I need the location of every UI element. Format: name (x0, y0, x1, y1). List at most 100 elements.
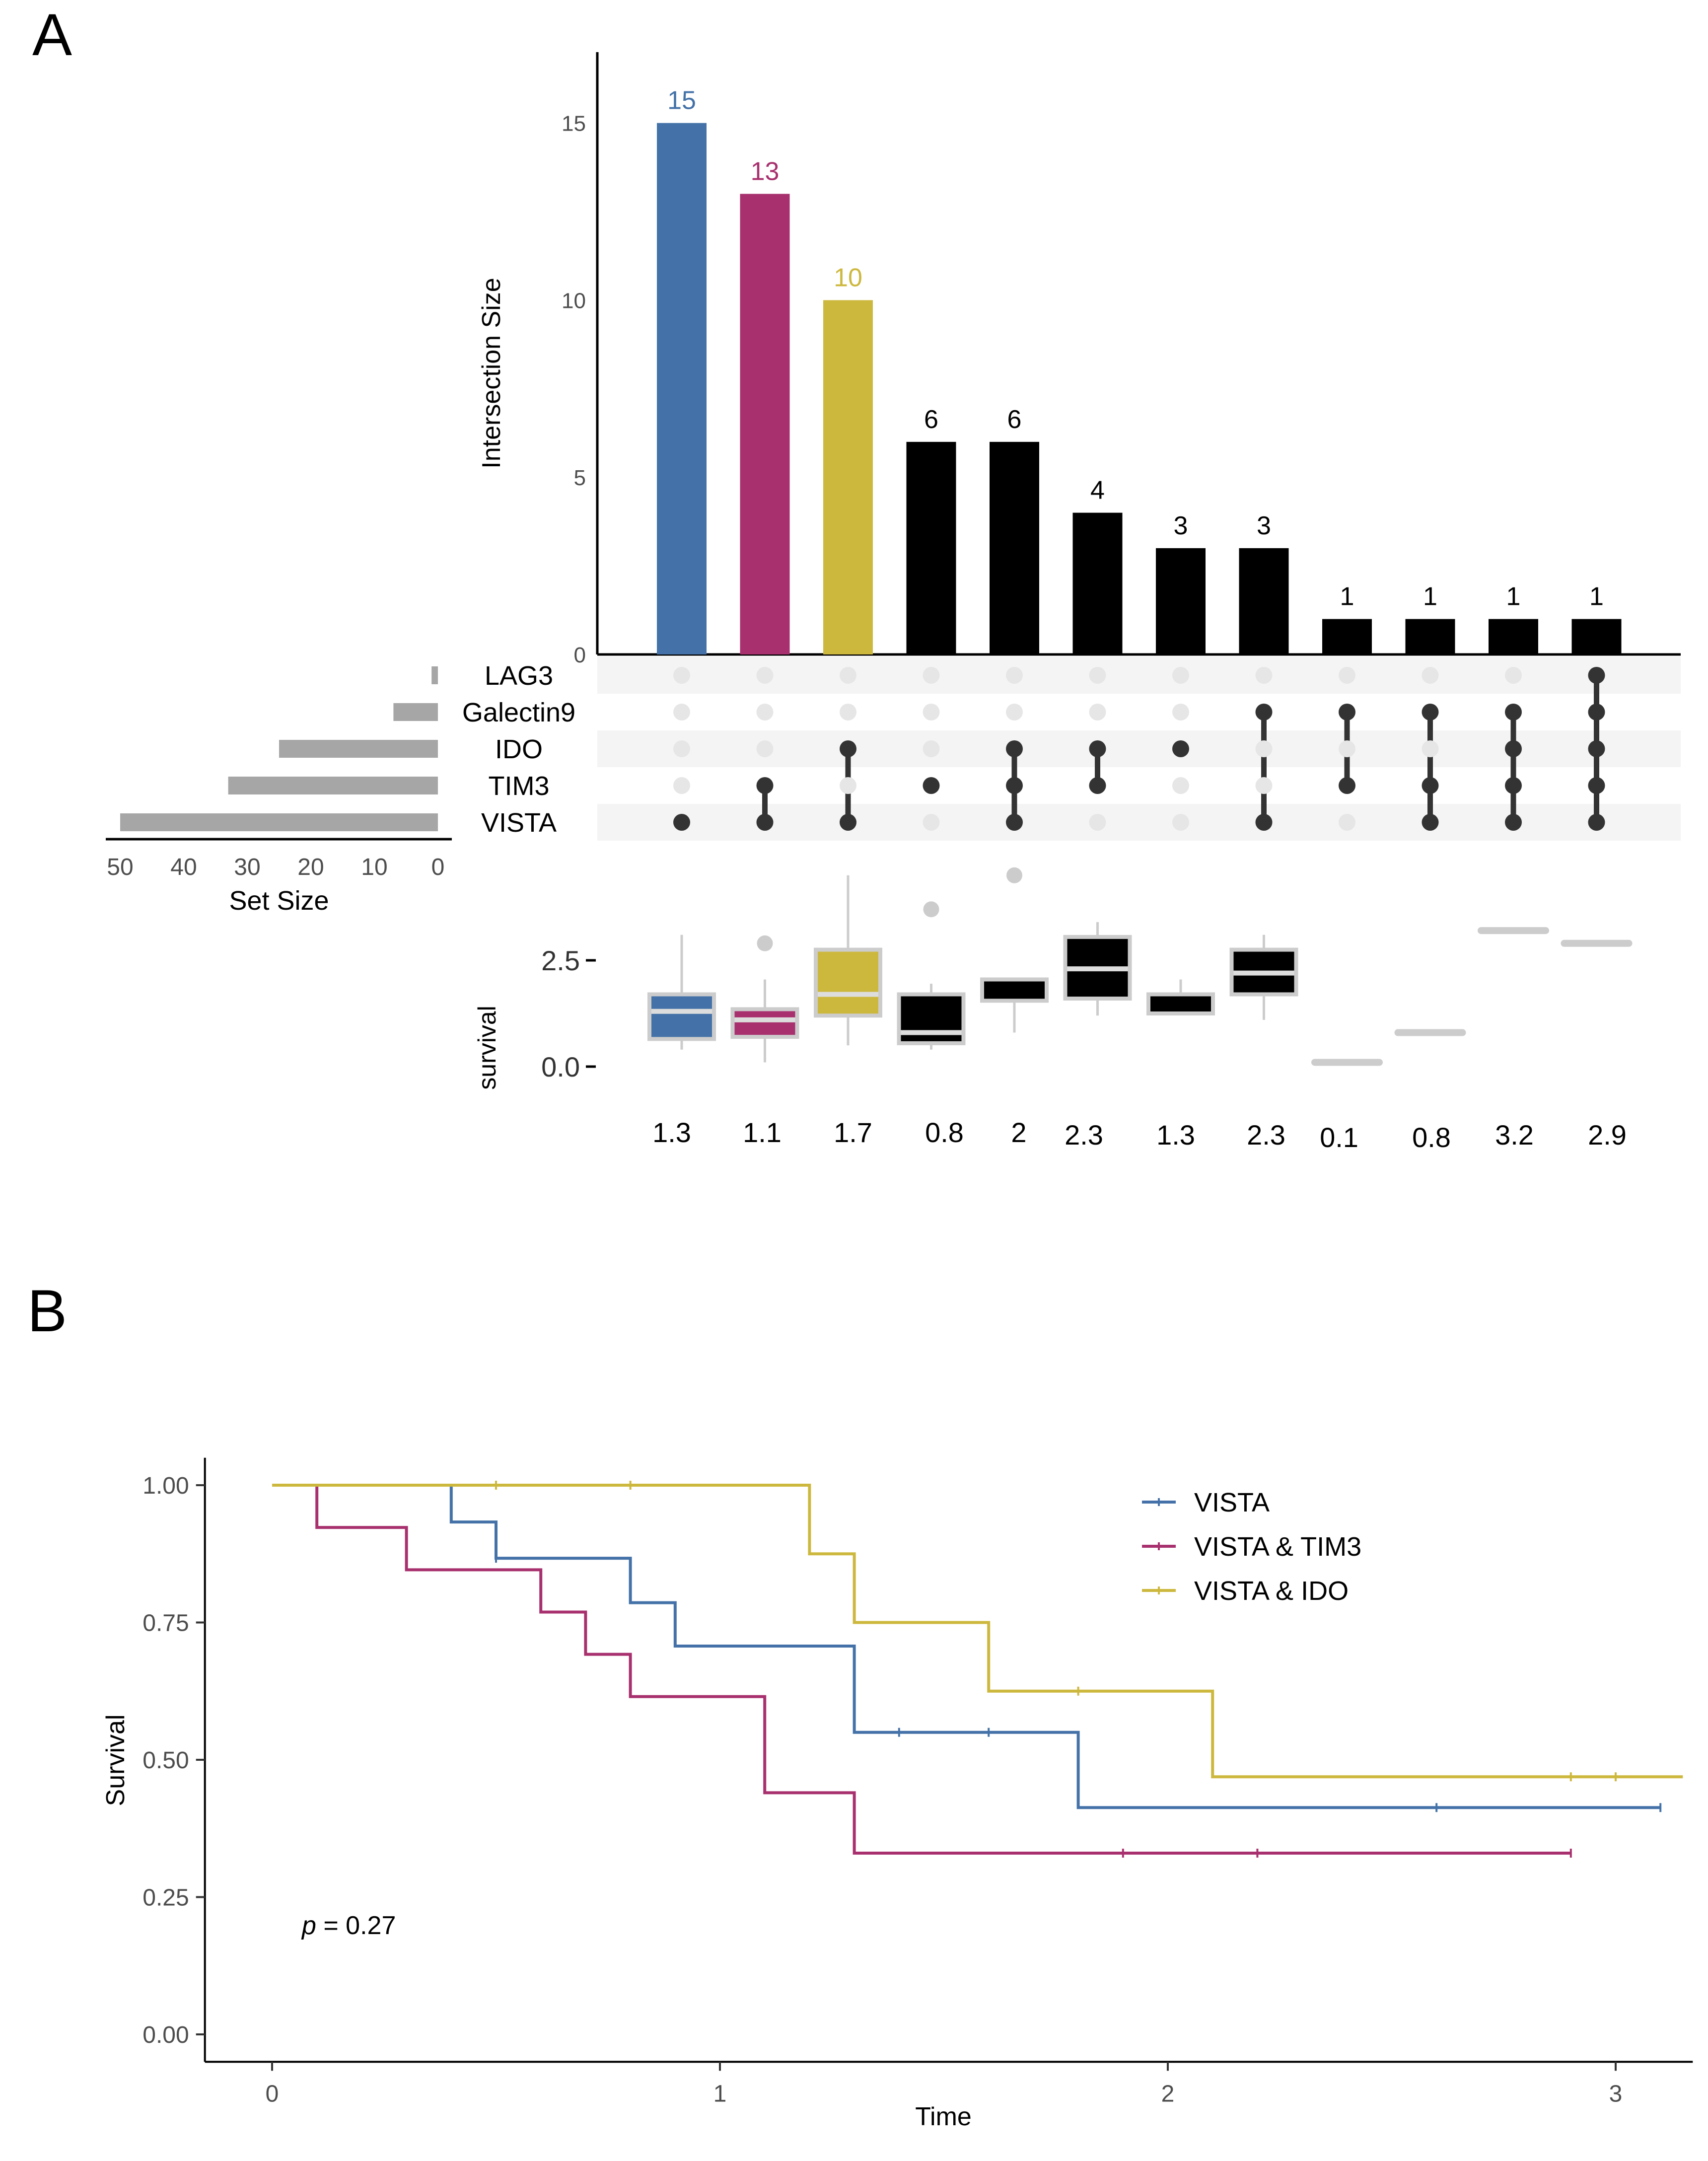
matrix-dot-active (1422, 704, 1439, 720)
survival-boxplot: 0.0 2.5 survival 1.3 1.1 1.7 0.8 2 2.3 1.3 2.3 0.1 0… (473, 867, 1633, 1153)
km-y-tick-label: 0.00 (142, 2022, 189, 2048)
km-x-axis-title: Time (915, 2102, 972, 2131)
boxplot-box (647, 992, 716, 1041)
matrix-dot-active (1255, 814, 1273, 831)
matrix-dot-inactive (1255, 740, 1273, 757)
matrix-dot-active (1505, 704, 1522, 720)
intersection-bar (740, 194, 790, 655)
km-survival-curve (272, 1484, 1571, 1855)
matrix-dot-active (1255, 704, 1273, 720)
intersection-bar-value-label: 1 (1506, 582, 1521, 611)
boxplot-box-label: 0.8 (925, 1117, 964, 1148)
intersection-y-tick-label: 5 (574, 466, 586, 490)
matrix-dot-inactive (840, 704, 856, 720)
matrix-dot-active (1339, 777, 1355, 794)
matrix-dot-inactive (923, 740, 940, 757)
intersection-y-tick-label: 10 (562, 288, 586, 313)
intersection-bar-value-label: 15 (667, 86, 696, 115)
boxplot-y-tick-label: 0.0 (541, 1051, 580, 1082)
matrix-dot-inactive (756, 704, 774, 720)
panel-label-b: B (27, 1278, 68, 1344)
km-survival-curve (272, 1484, 1661, 1809)
matrix-dot-active (1006, 777, 1023, 794)
matrix-dot-inactive (923, 814, 940, 831)
boxplot-y-axis-title: survival (473, 1006, 501, 1089)
matrix-dot-inactive (673, 740, 690, 757)
matrix-dot-inactive (1089, 667, 1106, 684)
matrix-dot-inactive (1422, 740, 1439, 757)
set-size-chart: 50 40 30 20 10 0 Set Size (106, 666, 452, 916)
set-row-label: TIM3 (488, 771, 549, 801)
km-x-tick-label: 2 (1161, 2081, 1175, 2107)
set-size-tick-label: 0 (431, 854, 445, 880)
matrix-dot-inactive (1255, 667, 1273, 684)
intersection-bar (1156, 548, 1206, 654)
matrix-dot-inactive (923, 667, 940, 684)
matrix-dot-active (1006, 740, 1023, 757)
km-survival-curve (272, 1484, 1683, 1779)
intersection-y-axis-title: Intersection Size (477, 278, 506, 468)
km-y-tick-label: 0.75 (142, 1610, 189, 1637)
boxplot-box-label: 2.3 (1065, 1119, 1103, 1151)
km-y-tick-label: 0.25 (142, 1885, 189, 1911)
km-legend-label: VISTA & IDO (1194, 1576, 1349, 1606)
panel-label-a: A (32, 1, 72, 68)
matrix-dot-inactive (1089, 704, 1106, 720)
matrix-dot-active (840, 740, 856, 757)
intersection-bar-value-label: 10 (834, 263, 862, 292)
set-row-label: Galectin9 (462, 698, 575, 727)
intersection-y-tick-label: 0 (574, 643, 586, 667)
matrix-dot-inactive (923, 704, 940, 720)
intersection-bar (906, 441, 956, 654)
matrix-dot-inactive (1006, 704, 1023, 720)
intersection-bar (823, 300, 873, 654)
intersection-bar-value-label: 13 (751, 157, 780, 186)
matrix-dot-active (1588, 667, 1605, 684)
boxplot-box-label: 1.1 (743, 1117, 782, 1148)
boxplot-box-label: 2.3 (1247, 1119, 1285, 1151)
matrix-dot-inactive (1339, 740, 1355, 757)
km-y-tick-label: 0.50 (142, 1747, 189, 1774)
matrix-dot-inactive (756, 740, 774, 757)
boxplot-y-tick-label: 2.5 (541, 945, 580, 976)
boxplot-outlier-point (757, 935, 773, 951)
boxplot-box-label: 1.7 (834, 1117, 872, 1148)
matrix-dot-active (673, 814, 690, 831)
matrix-dot-inactive (673, 777, 690, 794)
matrix-dot-active (1172, 740, 1189, 757)
boxplot-box-label: 0.1 (1320, 1122, 1358, 1153)
intersection-y-tick-label: 15 (562, 112, 586, 136)
matrix-dot-active (756, 777, 774, 794)
boxplot-box-label: 0.8 (1412, 1122, 1451, 1153)
intersection-bar-value-label: 3 (1257, 511, 1271, 540)
boxplot-box-label: 3.2 (1495, 1119, 1534, 1151)
matrix-dot-inactive (756, 667, 774, 684)
matrix-dot-inactive (1172, 667, 1189, 684)
matrix-row-band (597, 657, 1681, 694)
km-x-tick-label: 1 (713, 2081, 727, 2107)
set-size-tick-label: 40 (170, 854, 197, 880)
boxplot-box (897, 992, 966, 1045)
set-size-tick-label: 50 (107, 854, 133, 880)
intersection-bar (657, 123, 707, 654)
matrix-dot-active (1588, 814, 1605, 831)
matrix-dot-active (840, 814, 856, 831)
set-size-axis-title: Set Size (229, 886, 329, 916)
matrix-row-band (597, 804, 1681, 841)
km-x-tick-label: 0 (266, 2081, 279, 2107)
km-y-tick-label: 1.00 (142, 1473, 189, 1499)
upset-membership-matrix: LAG3 Galectin9 IDO TIM3 VISTA (462, 657, 1681, 841)
intersection-bar-value-label: 1 (1340, 582, 1354, 611)
intersection-bar-value-label: 6 (1007, 405, 1022, 434)
boxplot-box-label: 2 (1011, 1117, 1026, 1148)
boxplot-box-label: 1.3 (1156, 1119, 1195, 1151)
matrix-dot-inactive (1505, 667, 1522, 684)
intersection-bar (1322, 619, 1372, 654)
set-size-tick-label: 10 (361, 854, 387, 880)
matrix-dot-inactive (1006, 667, 1023, 684)
matrix-dot-inactive (1339, 814, 1355, 831)
matrix-dot-inactive (1089, 814, 1106, 831)
intersection-bar-value-label: 4 (1090, 476, 1105, 505)
matrix-dot-active (1588, 704, 1605, 720)
